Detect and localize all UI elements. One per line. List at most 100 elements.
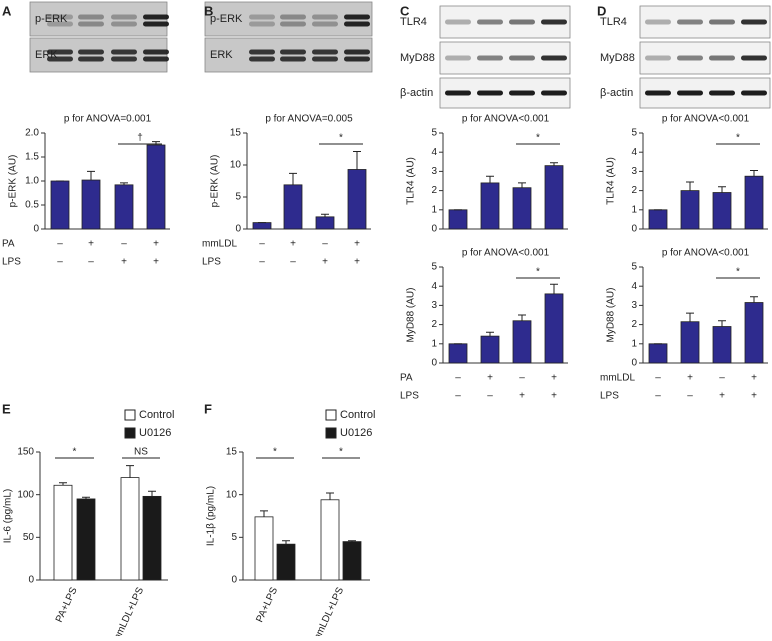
y-tick-label: 1.5 <box>25 152 39 163</box>
blot-band <box>280 49 306 55</box>
chart-title: p for ANOVA<0.001 <box>662 248 750 259</box>
blot-band <box>509 90 535 96</box>
chart-title: p for ANOVA<0.001 <box>462 114 550 125</box>
blot-label: MyD88 <box>400 52 435 64</box>
blot-band <box>344 56 370 62</box>
bar <box>712 326 732 364</box>
error-bar <box>326 492 334 500</box>
chart-title: p for ANOVA<0.001 <box>462 248 550 259</box>
bar <box>252 222 272 230</box>
blot-band <box>111 56 137 62</box>
y-tick-label: 1.0 <box>25 176 39 187</box>
y-axis-label: MyD88 (AU) <box>606 287 617 342</box>
blot-band <box>445 55 471 61</box>
treatment-sign: + <box>354 257 360 268</box>
y-tick-label: 2 <box>431 185 437 196</box>
error-bar <box>550 283 558 294</box>
bar <box>53 484 73 581</box>
blot-band <box>78 56 104 62</box>
y-tick-label: 0 <box>631 358 637 369</box>
treatment-sign: + <box>487 373 493 384</box>
bar <box>648 209 668 230</box>
bar <box>50 180 70 230</box>
x-tick-label: PA+LPS <box>254 585 280 624</box>
blot-band <box>249 21 275 27</box>
blot-band <box>47 56 73 62</box>
blot-label: β-actin <box>400 87 433 99</box>
bar <box>146 144 166 230</box>
bar <box>680 321 700 364</box>
treatment-sign: – <box>455 391 461 402</box>
treatment-sign: – <box>687 391 693 402</box>
legend-label: Control <box>340 409 375 421</box>
blot-band <box>312 21 338 27</box>
error-bar <box>518 182 526 188</box>
error-bar <box>486 331 494 337</box>
x-tick-label: mmLDL+LPS <box>111 585 146 636</box>
bar <box>648 343 668 364</box>
error-bar <box>486 175 494 183</box>
blot-band <box>477 55 503 61</box>
y-tick-label: 10 <box>226 489 238 500</box>
y-axis-label: IL-1β (pg/mL) <box>206 486 217 546</box>
panel-letter: F <box>204 401 212 416</box>
y-tick-label: 5 <box>431 262 437 273</box>
y-axis-label: IL-6 (pg/mL) <box>3 489 14 543</box>
treatment-sign: + <box>153 257 159 268</box>
error-bar <box>82 496 90 499</box>
blot-band <box>249 49 275 55</box>
x-tick-label: PA+LPS <box>54 585 80 624</box>
blot-band <box>78 49 104 55</box>
error-bar <box>353 151 361 170</box>
y-axis-label: TLR4 (AU) <box>406 157 417 205</box>
error-bar <box>348 540 356 542</box>
treatment-sign: – <box>88 257 94 268</box>
bar <box>712 192 732 230</box>
blot-band <box>445 19 471 25</box>
legend-label: U0126 <box>340 427 372 439</box>
blot-band <box>249 14 275 20</box>
significance-label: † <box>137 133 143 144</box>
y-tick-label: 0.5 <box>25 200 39 211</box>
blot-band <box>111 21 137 27</box>
y-tick-label: 0 <box>33 224 39 235</box>
blot-band <box>143 14 169 20</box>
legend-swatch <box>124 427 136 439</box>
treatment-label: LPS <box>2 257 21 268</box>
legend-swatch <box>124 409 136 421</box>
blot-band <box>344 21 370 27</box>
blot-label: p-ERK <box>35 13 68 25</box>
treatment-sign: + <box>751 391 757 402</box>
error-bar <box>718 320 726 327</box>
chart-title: p for ANOVA<0.001 <box>662 114 750 125</box>
blot-band <box>280 14 306 20</box>
treatment-sign: + <box>153 239 159 250</box>
treatment-sign: + <box>687 373 693 384</box>
error-bar <box>87 170 95 181</box>
blot-band <box>143 56 169 62</box>
blot-label: ERK <box>35 49 58 61</box>
error-bar <box>321 213 329 217</box>
bar <box>480 182 500 230</box>
error-bar <box>282 540 290 545</box>
bar <box>276 543 296 581</box>
y-tick-label: 50 <box>23 532 35 543</box>
error-bar <box>126 465 134 478</box>
bar <box>254 516 274 581</box>
error-bar <box>750 169 758 177</box>
significance-label: * <box>273 447 277 458</box>
bar <box>347 169 367 230</box>
significance-label: * <box>73 447 77 458</box>
treatment-sign: – <box>322 239 328 250</box>
blot-band <box>344 14 370 20</box>
blot-label: TLR4 <box>400 16 427 28</box>
blot-band <box>47 14 73 20</box>
treatment-sign: – <box>57 257 63 268</box>
bar <box>544 293 564 364</box>
bar <box>680 190 700 230</box>
treatment-label: LPS <box>400 391 419 402</box>
legend-swatch <box>325 427 337 439</box>
treatment-label: PA <box>2 239 15 250</box>
blot-label: p-ERK <box>210 13 243 25</box>
y-tick-label: 4 <box>631 147 637 158</box>
